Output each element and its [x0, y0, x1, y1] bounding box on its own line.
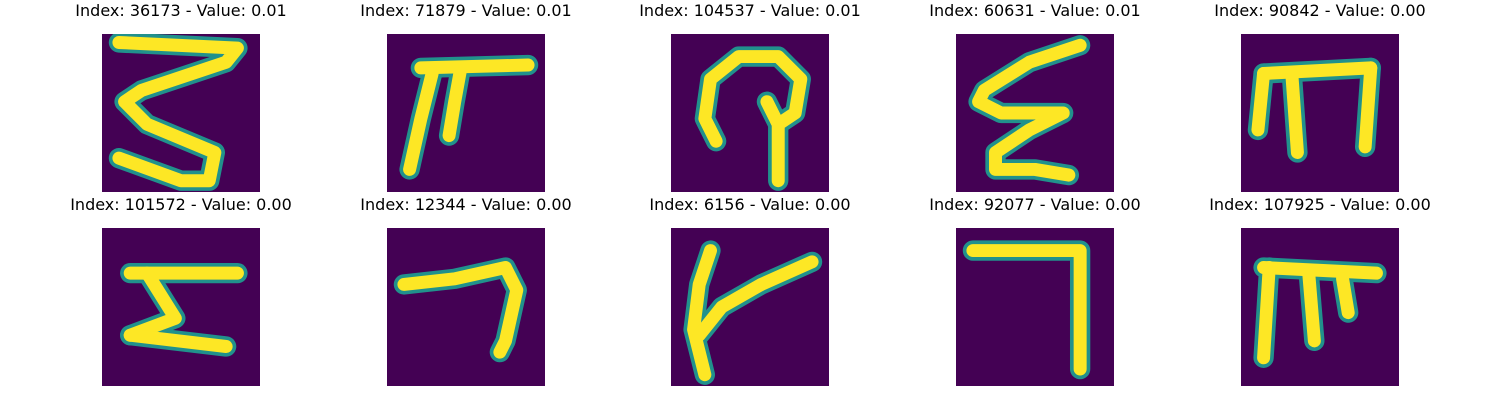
glyph-image: [956, 34, 1114, 192]
glyph-stroke: [1251, 67, 1271, 137]
panel-7: Index: 6156 - Value: 0.00: [600, 195, 900, 386]
panel-title: Index: 107925 - Value: 0.00: [1209, 195, 1431, 214]
panel-title: Index: 90842 - Value: 0.00: [1214, 1, 1426, 20]
glyph-stroke: [1358, 61, 1378, 154]
glyph-stroke: [403, 67, 439, 176]
glyph-stroke: [1302, 266, 1321, 348]
glyph-stroke: [1257, 261, 1383, 280]
glyph-image: [671, 34, 829, 192]
glyph-strokes: [694, 46, 811, 191]
glyph-stroke: [123, 328, 233, 353]
glyph-strokes: [399, 54, 539, 180]
glyph-image: [1241, 228, 1399, 386]
panel-title: Index: 60631 - Value: 0.01: [929, 1, 1141, 20]
glyph-stroke: [972, 38, 1087, 182]
glyph-stroke: [966, 244, 1087, 376]
glyph-strokes: [393, 257, 527, 363]
glyph-image: [102, 228, 260, 386]
glyph-stroke: [397, 261, 524, 359]
glyph-stroke: [1336, 272, 1355, 320]
panel-title: Index: 36173 - Value: 0.01: [75, 1, 287, 20]
glyph-strokes: [120, 262, 248, 357]
glyph-stroke: [1257, 261, 1276, 365]
panel-0: Index: 36173 - Value: 0.01: [31, 1, 331, 192]
panel-title: Index: 12344 - Value: 0.00: [360, 195, 572, 214]
glyph-stroke: [123, 266, 182, 342]
panel-title: Index: 92077 - Value: 0.00: [929, 195, 1141, 214]
glyph-stroke: [414, 58, 535, 75]
glyph-image: [102, 34, 260, 192]
glyph-image: [671, 228, 829, 386]
panel-6: Index: 12344 - Value: 0.00: [316, 195, 616, 386]
panel-9: Index: 107925 - Value: 0.00: [1170, 195, 1470, 386]
glyph-image: [387, 34, 545, 192]
glyph-strokes: [962, 240, 1091, 380]
glyph-stroke: [442, 64, 467, 143]
glyph-strokes: [108, 34, 248, 191]
panel-1: Index: 71879 - Value: 0.01: [316, 1, 616, 192]
glyph-strokes: [968, 35, 1091, 186]
panel-3: Index: 60631 - Value: 0.01: [885, 1, 1185, 192]
panel-8: Index: 92077 - Value: 0.00: [885, 195, 1185, 386]
glyph-stroke: [112, 35, 244, 188]
glyph-strokes: [683, 240, 823, 385]
glyph-stroke: [692, 255, 819, 342]
glyph-image: [1241, 34, 1399, 192]
glyph-stroke: [1257, 61, 1378, 80]
panel-title: Index: 101572 - Value: 0.00: [70, 195, 292, 214]
glyph-image: [956, 228, 1114, 386]
panel-title: Index: 104537 - Value: 0.01: [639, 1, 861, 20]
glyph-stroke: [1285, 67, 1304, 159]
glyph-stroke: [698, 50, 808, 188]
glyph-stroke: [687, 244, 717, 382]
glyph-stroke: [962, 240, 1091, 380]
panel-4: Index: 90842 - Value: 0.00: [1170, 1, 1470, 192]
glyph-image: [387, 228, 545, 386]
panel-5: Index: 101572 - Value: 0.00: [31, 195, 331, 386]
glyph-strokes: [1247, 57, 1381, 163]
glyph-strokes: [1253, 257, 1387, 368]
panel-title: Index: 71879 - Value: 0.01: [360, 1, 572, 20]
panel-2: Index: 104537 - Value: 0.01: [600, 1, 900, 192]
panel-title: Index: 6156 - Value: 0.00: [649, 195, 851, 214]
